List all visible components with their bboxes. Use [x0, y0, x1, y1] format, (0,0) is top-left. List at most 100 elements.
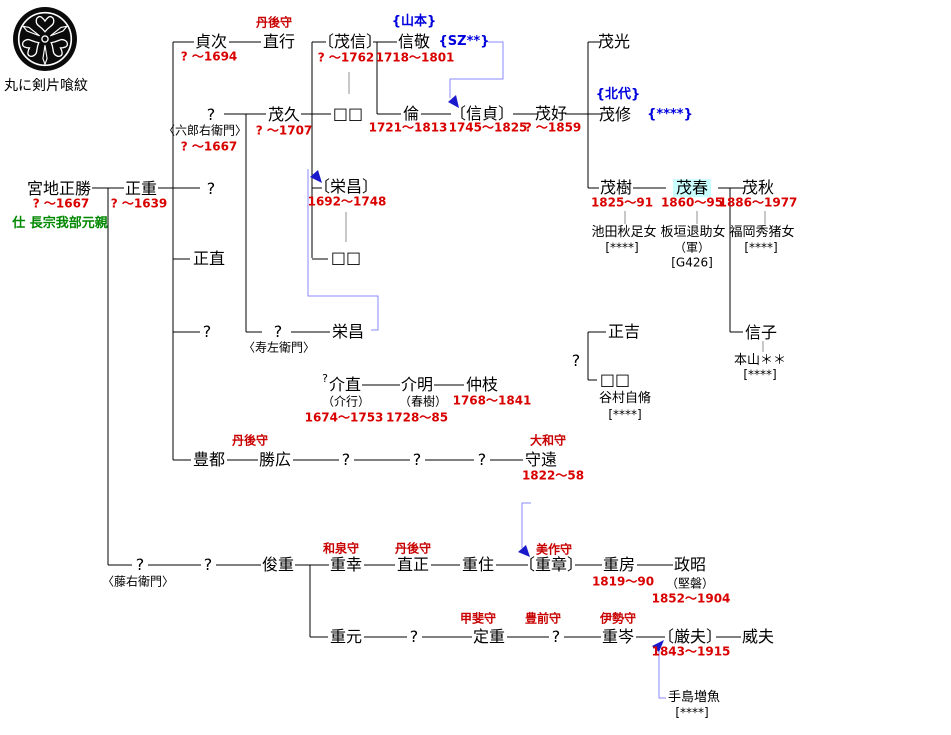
reference-code: [****] [675, 705, 709, 720]
person-name: □□ [332, 104, 364, 124]
spouse-name: 手島増魚 [667, 689, 721, 705]
person-name: 〔厳夫〕 [657, 627, 723, 647]
person-name: 直正 [396, 555, 430, 575]
life-dates: 1768～1841 [452, 393, 532, 408]
person-name: 直行 [262, 32, 296, 52]
person-note: （堅磐） [665, 576, 715, 591]
family-branch-tag: {****} [647, 106, 693, 122]
person-name: 茂光 [597, 32, 631, 52]
life-dates: 1745～1825 [448, 120, 528, 135]
official-title: 和泉守 [322, 541, 360, 556]
official-title: 丹後守 [231, 433, 269, 448]
family-crest-icon [13, 7, 77, 71]
person-name: ? [202, 322, 212, 342]
person-name: 信子 [744, 323, 778, 343]
person-name: 〔重章〕 [518, 555, 584, 575]
person-name-highlighted: 茂春 [672, 179, 712, 197]
person-name: 貞次 [194, 32, 228, 52]
life-dates: ? ～1762 [317, 50, 375, 65]
person-name: 正重 [124, 179, 158, 199]
person-name: 〔茂信〕 [317, 32, 383, 52]
adoption-arrowhead-icon [448, 95, 459, 108]
life-dates: ? ～1694 [180, 49, 238, 64]
person-name: 茂久 [267, 105, 301, 125]
adoption-arrowhead-icon [310, 170, 322, 183]
spouse-name: 池田秋足女 [591, 224, 657, 240]
adoption-link-line [521, 502, 531, 548]
official-title: 丹後守 [255, 15, 293, 30]
person-name: 勝広 [258, 450, 292, 470]
life-dates: 1860～95 [660, 195, 724, 210]
official-title: 大和守 [529, 433, 567, 448]
person-name: 重住 [461, 555, 495, 575]
person-name: 栄昌 [331, 322, 365, 342]
spouse-name: 板垣退助女 [660, 224, 726, 240]
person-name: 茂樹 [599, 178, 633, 198]
person-name: 俊重 [261, 555, 295, 575]
official-title: 甲斐守 [459, 611, 497, 626]
life-dates: 1728～85 [385, 410, 449, 425]
spouse-name: 本山＊＊ [733, 352, 787, 368]
adoption-link-line [307, 169, 379, 331]
family-branch-tag: {山本} [391, 13, 437, 29]
life-dates: ? ～1639 [110, 196, 168, 211]
family-branch-tag: {SZ**} [438, 33, 490, 49]
life-dates: ? ～1667 [32, 196, 90, 211]
official-title: 丹後守 [394, 541, 432, 556]
reference-code: [****] [605, 240, 639, 255]
service-note: 仕 長宗我部元親 [12, 215, 108, 231]
person-name: 介直 [328, 375, 362, 395]
person-name: 茂好 [534, 104, 568, 124]
crest-label: 丸に剣片喰紋 [4, 78, 88, 94]
person-name: ? [206, 179, 216, 199]
person-name: ? [135, 555, 145, 575]
person-name: ? [322, 371, 328, 385]
person-name: ? [551, 627, 561, 647]
person-note: 〈寿左衛門〉 [242, 340, 316, 355]
reference-code: [****] [744, 240, 778, 255]
adoption-link-line [449, 41, 504, 98]
person-name: 守遠 [524, 450, 558, 470]
person-name: □□ [599, 370, 631, 390]
person-name: ? [571, 351, 581, 371]
reference-code: [****] [743, 367, 777, 382]
life-dates: 1822～58 [521, 468, 585, 483]
life-dates: 1674～1753 [304, 410, 384, 425]
person-note: （介行） [321, 394, 371, 409]
person-name: 正直 [192, 249, 226, 269]
person-name: ? [477, 450, 487, 470]
life-dates: 1843～1915 [651, 644, 731, 659]
adoption-arrowhead-icon [518, 545, 530, 557]
life-dates: ? ～1667 [180, 139, 238, 154]
life-dates: ? ～1859 [524, 120, 582, 135]
life-dates: 1825～91 [590, 195, 654, 210]
official-title: 豊前守 [524, 611, 562, 626]
reference-code: [****] [608, 407, 642, 422]
person-name: 正吉 [607, 322, 641, 342]
adoption-link-line [658, 650, 666, 699]
person-name: 重岑 [601, 627, 635, 647]
life-dates: 1721～1813 [368, 120, 448, 135]
official-title: 美作守 [535, 542, 573, 557]
person-name: 仲枝 [465, 375, 499, 395]
person-name: 介明 [400, 375, 434, 395]
person-name: 重房 [602, 555, 636, 575]
person-name: ? [206, 105, 216, 125]
person-name: 〔栄昌〕 [313, 177, 379, 197]
person-note: （春樹） [398, 394, 448, 409]
person-name: 定重 [472, 627, 506, 647]
life-dates: 1886～1977 [718, 195, 798, 210]
life-dates: 1819～90 [591, 574, 655, 589]
person-name: 茂修 [598, 105, 632, 125]
person-name: 茂秋 [741, 178, 775, 198]
life-dates: 1852～1904 [651, 591, 731, 606]
life-dates: 1692～1748 [307, 194, 387, 209]
person-name: ? [273, 322, 283, 342]
person-note: 〈藤右衛門〉 [101, 574, 175, 589]
person-name: 重幸 [329, 555, 363, 575]
person-note: 〈六郎右衛門〉 [162, 123, 248, 138]
person-name: 〔信貞〕 [449, 104, 515, 124]
person-name: 宮地正勝 [26, 179, 92, 199]
person-note: （軍） [673, 240, 711, 255]
